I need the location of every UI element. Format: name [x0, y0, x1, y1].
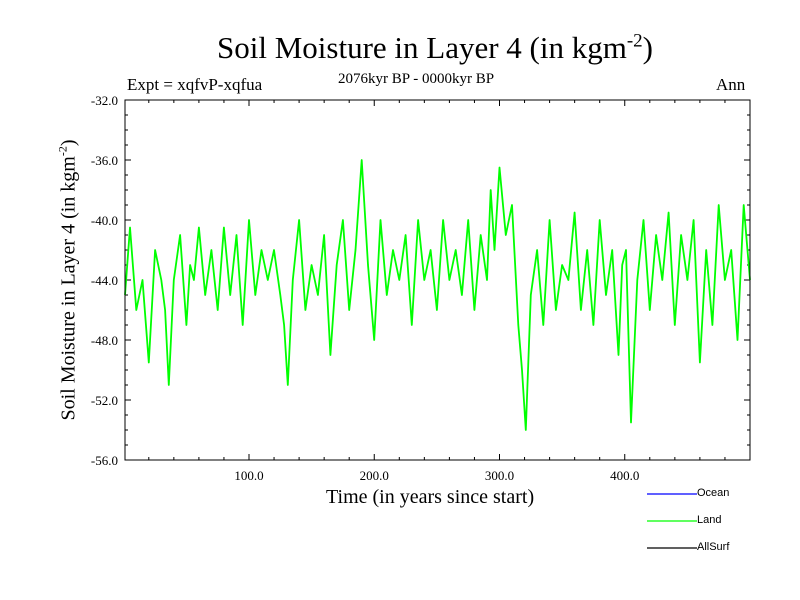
legend-label-land: Land [697, 514, 722, 526]
y-axis-label: Soil Moisture in Layer 4 (in kgm-2) [55, 139, 80, 421]
x-tick-label: 200.0 [360, 468, 389, 483]
plot-frame [124, 99, 751, 461]
x-tick-label: 300.0 [485, 468, 514, 483]
y-tick-label: -32.0 [91, 93, 118, 108]
legend-label-allsurf: AllSurf [697, 541, 730, 553]
legend [647, 493, 697, 549]
chart-title: Soil Moisture in Layer 4 (in kgm-2) [217, 30, 653, 65]
series-layer [124, 159, 751, 431]
axis-ticks [125, 99, 750, 461]
y-tick-label: -52.0 [91, 393, 118, 408]
y-tick-label: -36.0 [91, 153, 118, 168]
legend-label-ocean: Ocean [697, 487, 730, 499]
y-tick-labels: -32.0 -36.0 -40.0 -44.0 -48.0 -52.0 -56.0 [91, 93, 118, 468]
x-tick-label: 400.0 [610, 468, 639, 483]
y-tick-label: -56.0 [91, 453, 118, 468]
x-tick-labels: 100.0 200.0 300.0 400.0 [234, 468, 639, 483]
period-label: 2076kyr BP - 0000kyr BP [338, 71, 495, 87]
season-label: Ann [716, 75, 746, 94]
series-line-land [124, 159, 751, 431]
experiment-label: Expt = xqfvP-xqfua [127, 75, 263, 94]
y-tick-label: -40.0 [91, 213, 118, 228]
y-tick-label: -44.0 [91, 273, 118, 288]
y-tick-label: -48.0 [91, 333, 118, 348]
x-tick-label: 100.0 [234, 468, 263, 483]
x-axis-label: Time (in years since start) [326, 486, 535, 508]
